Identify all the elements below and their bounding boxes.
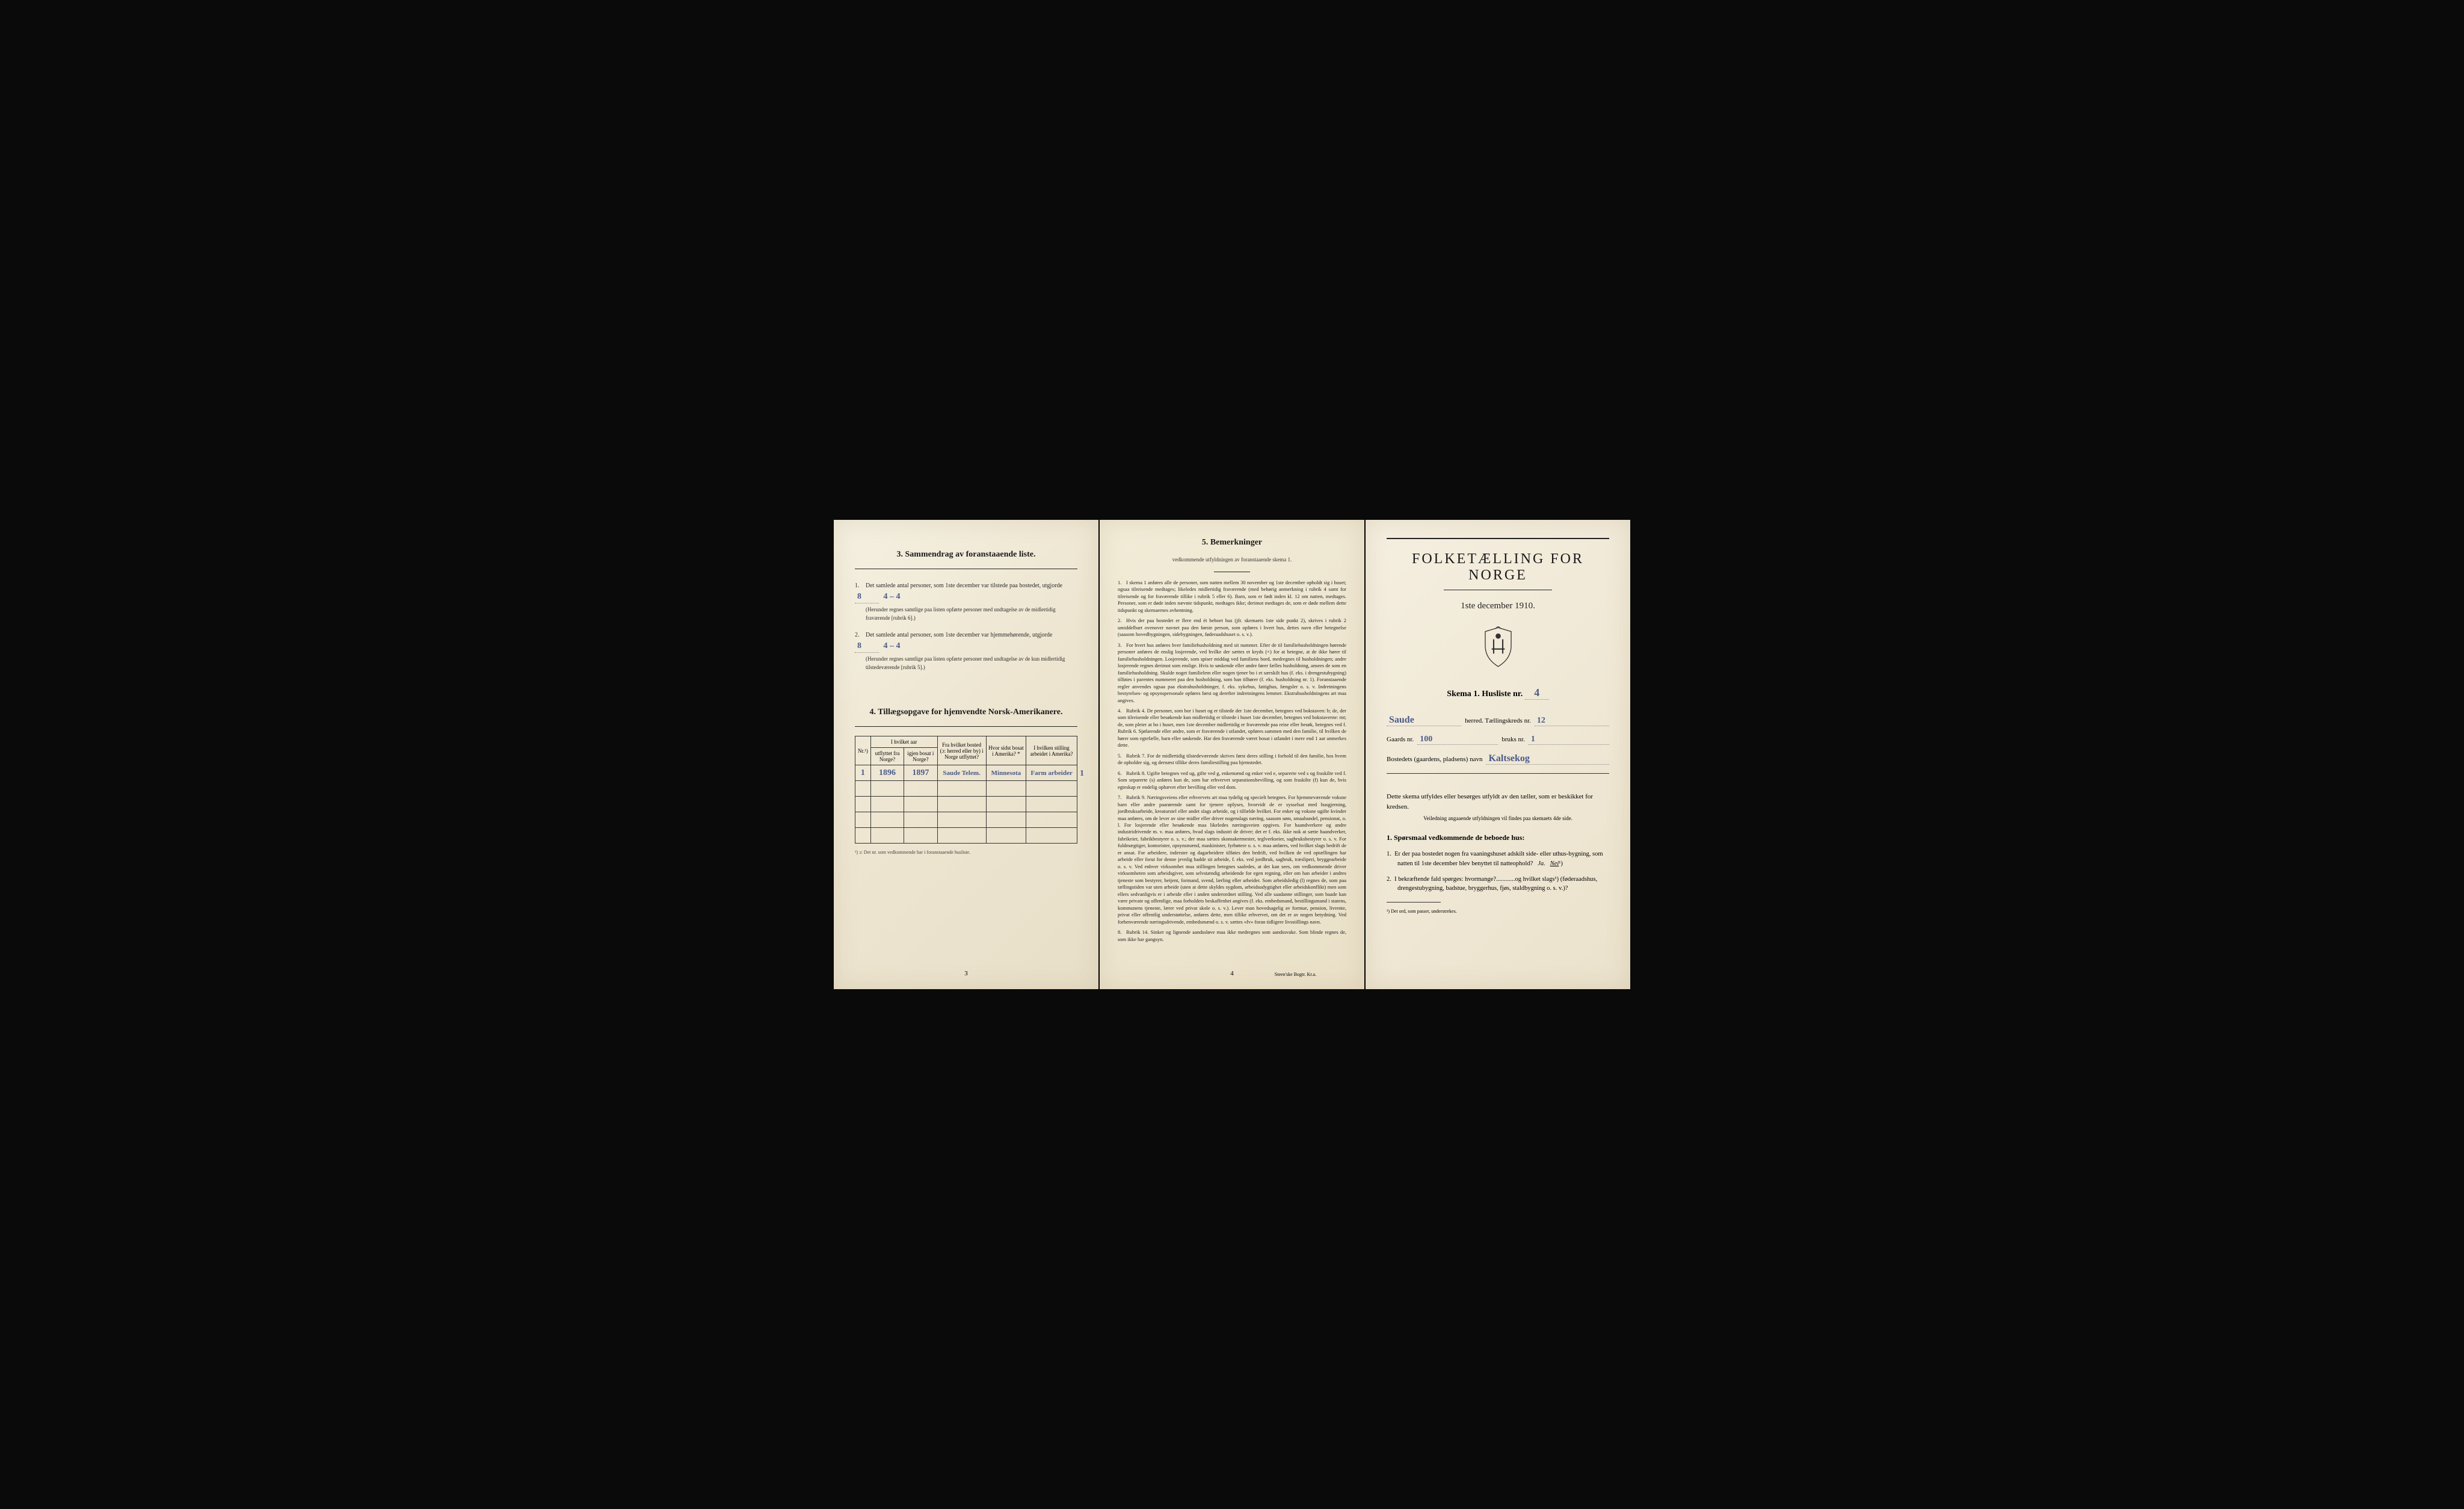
page-left: 3. Sammendrag av foranstaaende liste. 1.… (834, 520, 1098, 989)
question-1: 1. Er der paa bostedet nogen fra vaaning… (1387, 850, 1609, 869)
item-1: 1.Det samlede antal personer, som 1ste d… (855, 581, 1077, 622)
section-4-header: 4. Tillægsopgave for hjemvendte Norsk-Am… (855, 708, 1077, 717)
question-heading: 1. Spørsmaal vedkommende de beboede hus: (1387, 833, 1609, 842)
page-right: FOLKETÆLLING FOR NORGE 1ste december 191… (1366, 520, 1630, 989)
census-document: 3. Sammendrag av foranstaaende liste. 1.… (834, 520, 1630, 989)
page-number: 3 (964, 970, 968, 977)
census-date: 1ste december 1910. (1387, 601, 1609, 611)
item-2: 2.Det samlede antal personer, som 1ste d… (855, 631, 1077, 671)
page-number: 4 (1230, 970, 1234, 977)
item2-value: 8 (855, 640, 879, 653)
footnote: ¹) Det ord, som passer, understrekes. (1387, 909, 1609, 914)
item1-annot: 4 – 4 (884, 592, 901, 601)
section-5-header: 5. Bemerkninger (1118, 538, 1346, 548)
page-middle: 5. Bemerkninger vedkommende utfyldningen… (1100, 520, 1364, 989)
coat-of-arms-icon (1387, 626, 1609, 671)
bosted-row: Bostedets (gaardens, pladsens) navn Kalt… (1387, 753, 1609, 765)
table-footnote: ¹) ɔ: Det nr. som vedkommende har i fora… (855, 850, 1077, 855)
herred-row: Saude herred. Tællingskreds nr. 12 (1387, 715, 1609, 726)
section-3-header: 3. Sammendrag av foranstaaende liste. (855, 550, 1077, 560)
gaards-row: Gaards nr. 100 bruks nr. 1 (1387, 735, 1609, 745)
item2-annot: 4 – 4 (884, 641, 901, 650)
printer-mark: Steen'ske Bogtr. Kr.a. (1275, 972, 1316, 977)
skema-line: Skema 1. Husliste nr. 4 (1387, 687, 1609, 700)
question-2: 2. I bekræftende fald spørges: hvormange… (1387, 875, 1609, 894)
table-row: 1 1896 1897 Saude Telem. Minnesota Farm … (855, 765, 1077, 781)
instruction: Dette skema utfyldes eller besørges utfy… (1387, 792, 1609, 812)
item1-value: 8 (855, 590, 879, 603)
main-title: FOLKETÆLLING FOR NORGE (1387, 551, 1609, 584)
supplement-table: Nr.¹) I hvilket aar Fra hvilket bosted (… (855, 736, 1077, 844)
